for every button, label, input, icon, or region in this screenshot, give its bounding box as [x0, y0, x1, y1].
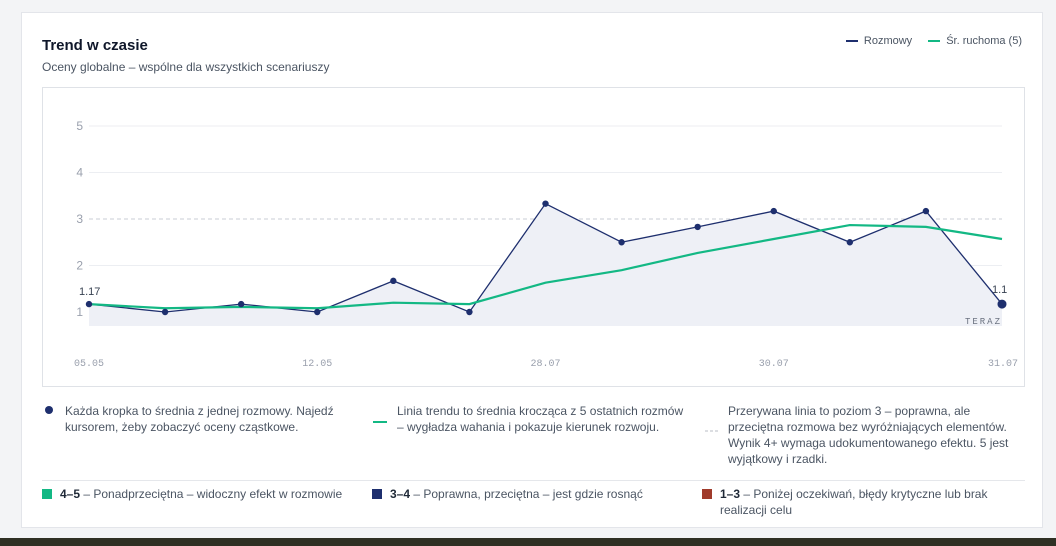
data-point — [694, 223, 701, 231]
scale-high: 4–5 – Ponadprzeciętna – widoczny efekt w… — [60, 486, 360, 502]
scale-high-text: – Ponadprzeciętna – widoczny efekt w roz… — [80, 487, 343, 501]
scale-low-text: – Poniżej oczekiwań, błędy krytyczne lub… — [720, 487, 988, 517]
legend-swatch-moving-average — [928, 40, 941, 42]
data-point — [618, 239, 625, 246]
y-tick-label: 5 — [76, 119, 83, 133]
data-point — [770, 207, 777, 215]
y-tick-label: 4 — [76, 166, 83, 180]
chart-area: 1 2 3 4 5 1.17 1.1 TERAZ 05.05 12.05 28.07 30.07 31.… — [42, 87, 1025, 387]
y-tick-label: 1 — [76, 305, 83, 319]
band-high-swatch — [42, 489, 52, 499]
trend-card: Trend w czasie Oceny globalne – wspólne … — [21, 12, 1043, 528]
x-tick-label: 31.07 — [988, 359, 1018, 370]
x-tick-label: 05.05 — [74, 359, 104, 370]
data-point — [997, 299, 1007, 309]
band-low-swatch — [702, 489, 712, 499]
legend-item-conversations[interactable]: Rozmowy — [845, 35, 913, 47]
legend-swatch-conversations — [845, 40, 858, 42]
card-title: Trend w czasie — [42, 37, 148, 54]
trend-chart: 1 2 3 4 5 1.17 1.1 TERAZ 05.05 12.05 28.07 30.07 31.… — [74, 119, 1018, 370]
data-point — [314, 308, 321, 316]
x-tick-label: 28.07 — [530, 359, 560, 370]
data-point — [542, 200, 549, 207]
scale-mid: 3–4 – Poprawna, przeciętna – jest gdzie … — [390, 486, 690, 502]
dot-icon — [45, 406, 53, 414]
point-label-last: 1.1 — [992, 284, 1007, 296]
divider — [42, 480, 1025, 481]
scale-mid-text: – Poprawna, przeciętna – jest gdzie rosn… — [410, 487, 643, 501]
band-mid-swatch — [372, 489, 382, 499]
now-label: TERAZ — [965, 317, 1002, 327]
data-point — [161, 308, 169, 316]
chart-notes: Każda kropka to średnia z jednej rozmowy… — [42, 403, 1025, 475]
note-dots: Każda kropka to średnia z jednej rozmowy… — [65, 404, 334, 434]
scale-low-range: 1–3 — [720, 487, 741, 501]
data-point — [466, 308, 473, 316]
dashed-line-icon — [705, 430, 719, 432]
bottom-strip — [0, 538, 1056, 546]
x-tick-label: 12.05 — [302, 359, 332, 370]
note-trend: Linia trendu to średnia krocząca z 5 ost… — [397, 404, 684, 434]
scale-low: 1–3 – Poniżej oczekiwań, błędy krytyczne… — [720, 486, 1020, 518]
chart-legend: Rozmowy Śr. ruchoma (5) — [845, 35, 1022, 47]
legend-item-moving-average[interactable]: Śr. ruchoma (5) — [928, 35, 1022, 47]
data-point — [237, 300, 245, 308]
data-point — [846, 239, 854, 246]
x-tick-label: 30.07 — [759, 359, 789, 370]
note-threshold: Przerywana linia to poziom 3 – poprawna,… — [728, 404, 1009, 466]
point-label-first: 1.17 — [79, 286, 100, 298]
legend-label-moving-average: Śr. ruchoma (5) — [946, 35, 1022, 47]
y-tick-label: 2 — [76, 259, 83, 273]
data-point — [390, 277, 397, 285]
y-tick-label: 3 — [76, 212, 83, 226]
scale-mid-range: 3–4 — [390, 487, 411, 501]
card-subtitle: Oceny globalne – wspólne dla wszystkich … — [42, 60, 330, 74]
data-point — [85, 300, 93, 308]
data-point — [922, 207, 930, 215]
trend-line-icon — [373, 421, 387, 423]
legend-label-conversations: Rozmowy — [863, 35, 913, 47]
scale-high-range: 4–5 — [60, 487, 81, 501]
series-area — [89, 203, 1002, 326]
